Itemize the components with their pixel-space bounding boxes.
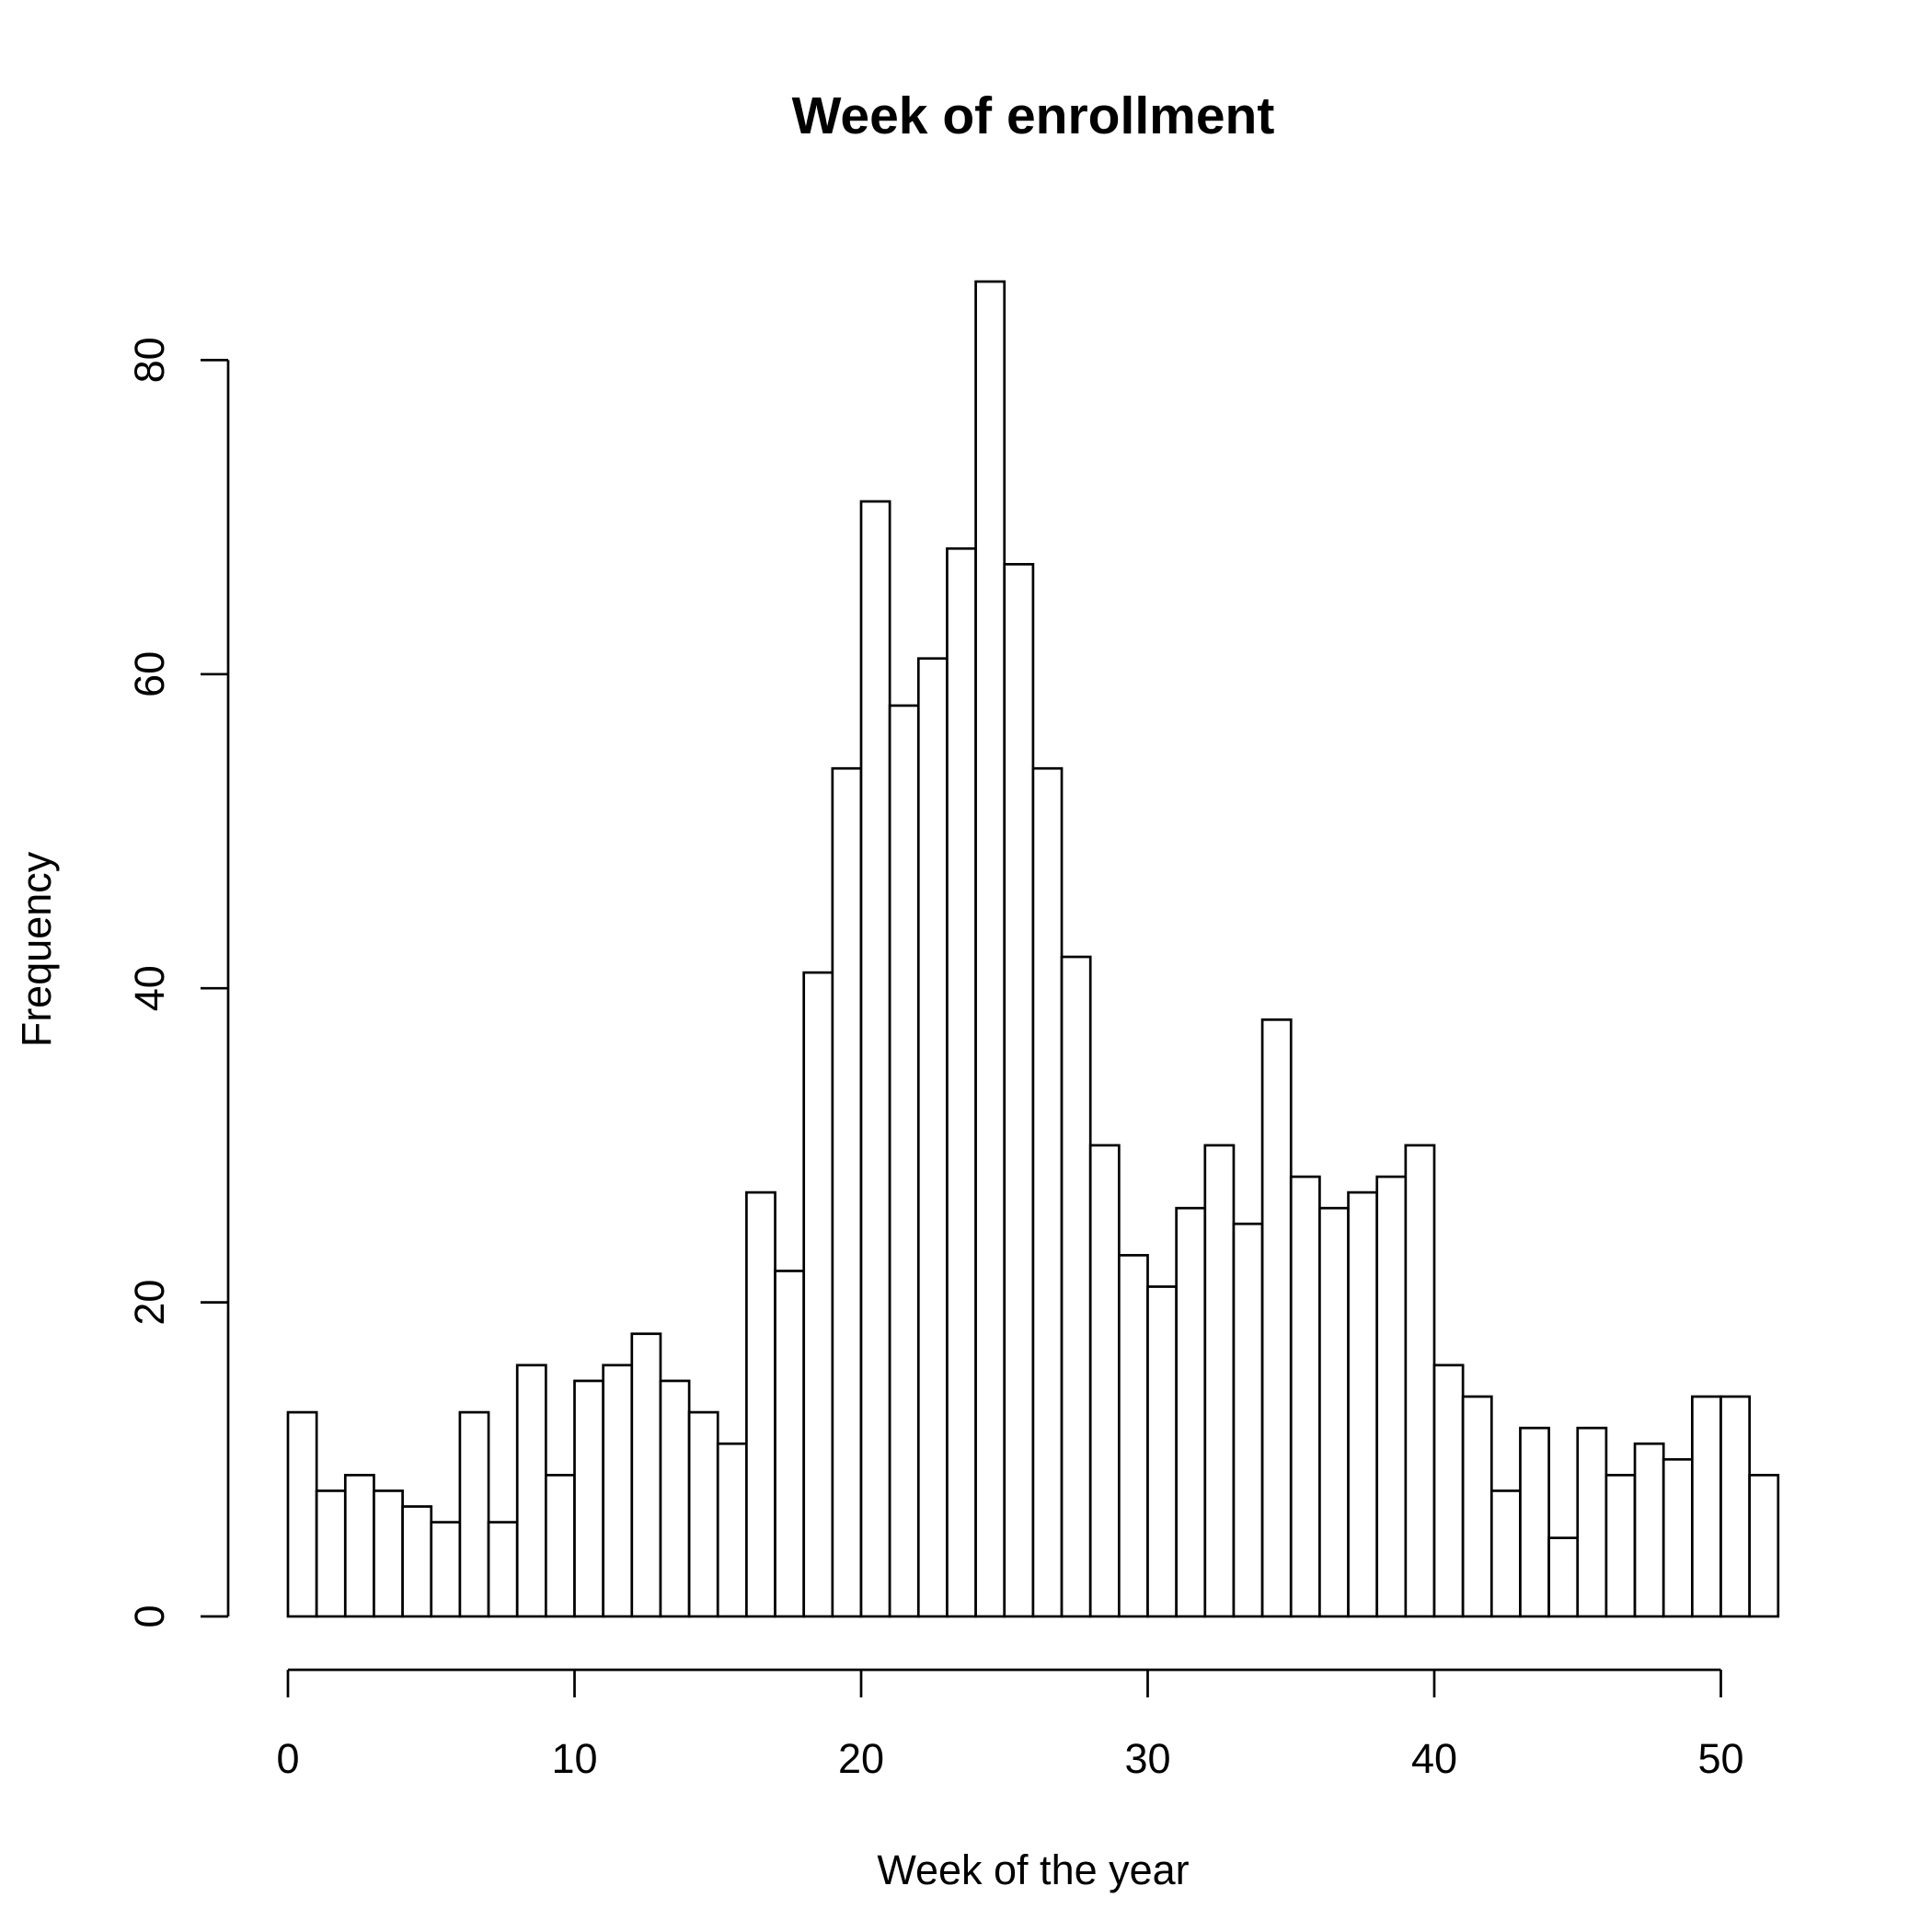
- histogram-bar: [315, 1489, 347, 1618]
- x-axis: 0 10 20 30 40 50: [276, 1668, 1744, 1782]
- x-tick-label: 40: [1411, 1735, 1457, 1782]
- histogram-bar: [687, 1410, 719, 1618]
- histogram-bar: [859, 500, 891, 1618]
- histogram-bar: [1432, 1363, 1465, 1618]
- histogram-bar: [401, 1505, 433, 1618]
- histogram-bar: [515, 1363, 547, 1618]
- y-axis: 0 20 40 60 80: [126, 337, 230, 1628]
- histogram-bar: [831, 766, 863, 1618]
- histogram-bar: [1088, 1144, 1121, 1618]
- histogram-bar: [716, 1442, 748, 1618]
- x-axis-label: Week of the year: [877, 1846, 1189, 1893]
- histogram-bar: [630, 1332, 662, 1618]
- y-tick-label: 40: [126, 965, 173, 1011]
- histogram-bar: [544, 1474, 576, 1618]
- x-tick-label: 20: [838, 1735, 884, 1782]
- histogram-bar: [1203, 1144, 1236, 1618]
- histogram-bar: [1031, 766, 1064, 1618]
- histogram-bar: [916, 657, 949, 1618]
- histogram-bar: [286, 1410, 318, 1618]
- histogram-bar: [1690, 1395, 1722, 1618]
- chart-title: Week of enrollment: [792, 86, 1275, 145]
- histogram-bar: [458, 1410, 490, 1618]
- y-tick-label: 80: [126, 337, 173, 383]
- histogram-bar: [1404, 1144, 1436, 1618]
- histogram-bar: [1318, 1206, 1350, 1618]
- histogram-bar: [1117, 1254, 1149, 1618]
- y-tick-label: 20: [126, 1280, 173, 1326]
- histogram-bar: [946, 546, 977, 1618]
- histogram-bar: [602, 1363, 634, 1618]
- y-axis-label: Frequency: [13, 851, 60, 1047]
- histogram-bar: [745, 1190, 776, 1618]
- histogram-bar: [343, 1474, 375, 1618]
- histogram-bar: [1519, 1426, 1550, 1618]
- x-tick-label: 30: [1124, 1735, 1170, 1782]
- histogram-bar: [573, 1379, 604, 1618]
- x-tick-label: 0: [276, 1735, 299, 1782]
- histogram-bar: [1003, 562, 1035, 1618]
- histogram-bar: [1375, 1175, 1408, 1618]
- histogram-bar: [774, 1270, 806, 1618]
- y-tick-label: 0: [126, 1604, 173, 1627]
- histogram-bar: [1289, 1175, 1321, 1618]
- histogram-bar: [1461, 1395, 1493, 1618]
- histogram-bar: [659, 1379, 691, 1618]
- histogram-bar: [373, 1489, 404, 1618]
- histogram-bar: [1547, 1536, 1580, 1618]
- x-tick-label: 50: [1697, 1735, 1743, 1782]
- histogram-bar: [1146, 1285, 1178, 1618]
- histogram-bar: [1662, 1457, 1694, 1618]
- bars-group: [286, 280, 1780, 1618]
- histogram-bar: [1232, 1222, 1264, 1618]
- histogram-bar: [1347, 1190, 1379, 1618]
- histogram-bar: [888, 704, 920, 1618]
- histogram-bar: [1633, 1442, 1665, 1618]
- histogram-bar: [1748, 1474, 1780, 1618]
- histogram-bar: [1260, 1018, 1293, 1618]
- histogram-bar: [974, 280, 1006, 1618]
- histogram-bar: [1604, 1474, 1637, 1618]
- histogram-bar: [1060, 955, 1092, 1618]
- histogram-bar: [430, 1521, 462, 1618]
- histogram-bar: [1175, 1206, 1207, 1618]
- histogram-bar: [1489, 1489, 1522, 1618]
- histogram-bar: [1576, 1426, 1608, 1618]
- x-tick-label: 10: [551, 1735, 597, 1782]
- histogram-bar: [1719, 1395, 1751, 1618]
- histogram-bar: [802, 971, 834, 1618]
- histogram-bar: [487, 1521, 519, 1618]
- y-tick-label: 60: [126, 651, 173, 697]
